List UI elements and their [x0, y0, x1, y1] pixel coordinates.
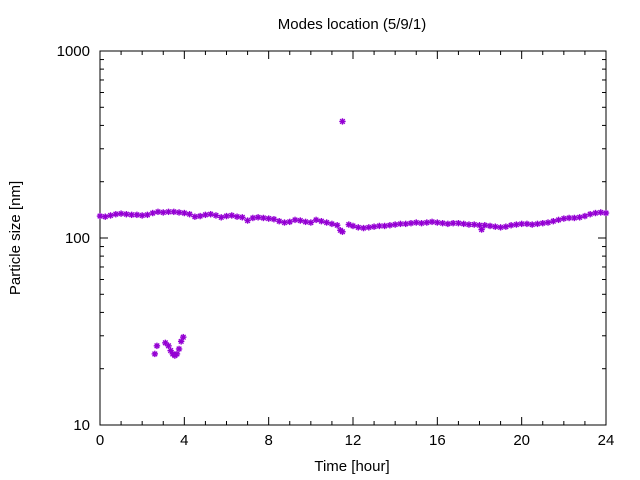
data-point	[297, 217, 304, 224]
data-point	[586, 211, 594, 218]
data-points	[96, 118, 610, 359]
y-tick-label: 10	[73, 417, 90, 434]
data-point	[360, 224, 367, 232]
data-point	[391, 221, 399, 228]
data-point	[365, 224, 373, 231]
data-point	[355, 224, 362, 231]
data-point	[307, 219, 315, 226]
data-point	[581, 212, 589, 220]
data-point	[339, 118, 346, 125]
data-point	[312, 216, 320, 224]
data-point	[144, 211, 151, 219]
data-point	[175, 345, 183, 353]
x-tick-label: 4	[180, 432, 188, 449]
data-point	[151, 350, 159, 358]
chart-title: Modes location (5/9/1)	[278, 16, 426, 33]
data-point	[502, 223, 510, 230]
data-point	[133, 211, 141, 219]
data-point	[107, 212, 114, 219]
data-point	[233, 213, 241, 220]
data-point	[550, 217, 557, 225]
data-point	[186, 211, 193, 218]
data-point	[571, 214, 578, 222]
data-point	[149, 209, 156, 217]
x-axis: 0 4 8 12 16 20 24	[96, 51, 615, 449]
x-tick-label: 20	[513, 432, 530, 449]
data-point	[486, 222, 494, 230]
data-point	[239, 214, 246, 221]
data-point	[180, 333, 187, 341]
data-point	[276, 217, 283, 225]
data-point	[423, 219, 430, 226]
data-point	[492, 223, 499, 230]
data-point	[286, 218, 293, 226]
data-point	[407, 219, 415, 227]
y-tick-label: 100	[65, 230, 90, 247]
x-tick-label: 16	[429, 432, 446, 449]
data-point	[465, 221, 473, 228]
x-tick-label: 12	[345, 432, 362, 449]
data-point	[576, 214, 583, 221]
data-point	[223, 212, 230, 220]
data-point	[260, 214, 267, 222]
x-axis-label: Time [hour]	[314, 458, 389, 475]
data-point	[318, 217, 325, 225]
data-point	[478, 226, 485, 233]
x-tick-label: 24	[598, 432, 615, 449]
data-point	[291, 216, 299, 224]
data-point	[323, 219, 330, 226]
x-tick-label: 8	[264, 432, 272, 449]
data-point	[207, 211, 214, 218]
data-point	[212, 212, 220, 219]
data-point	[228, 212, 235, 219]
data-point	[471, 221, 478, 228]
data-point	[333, 222, 341, 229]
data-point	[173, 350, 181, 358]
data-point	[196, 212, 204, 220]
data-point	[181, 209, 188, 217]
data-point	[370, 223, 378, 230]
data-point	[218, 214, 225, 221]
data-point	[555, 216, 562, 224]
data-point	[602, 209, 610, 217]
y-axis-label: Particle size [nm]	[7, 181, 24, 295]
data-point	[153, 342, 161, 350]
y-tick-label: 1000	[57, 43, 90, 60]
data-point	[138, 212, 146, 219]
x-tick-label: 0	[96, 432, 104, 449]
data-point	[339, 228, 346, 235]
data-point	[328, 220, 336, 228]
data-point	[244, 217, 251, 224]
plot-frame	[99, 50, 607, 426]
data-point	[270, 216, 278, 223]
data-point	[544, 219, 552, 226]
data-point	[381, 222, 388, 230]
y-axis: 10 100 1000	[57, 43, 606, 434]
data-point	[102, 213, 109, 220]
data-point	[418, 219, 425, 227]
data-point	[523, 220, 531, 228]
data-point	[349, 222, 357, 230]
data-point	[560, 215, 568, 222]
data-point	[112, 211, 120, 218]
data-point	[497, 224, 504, 231]
